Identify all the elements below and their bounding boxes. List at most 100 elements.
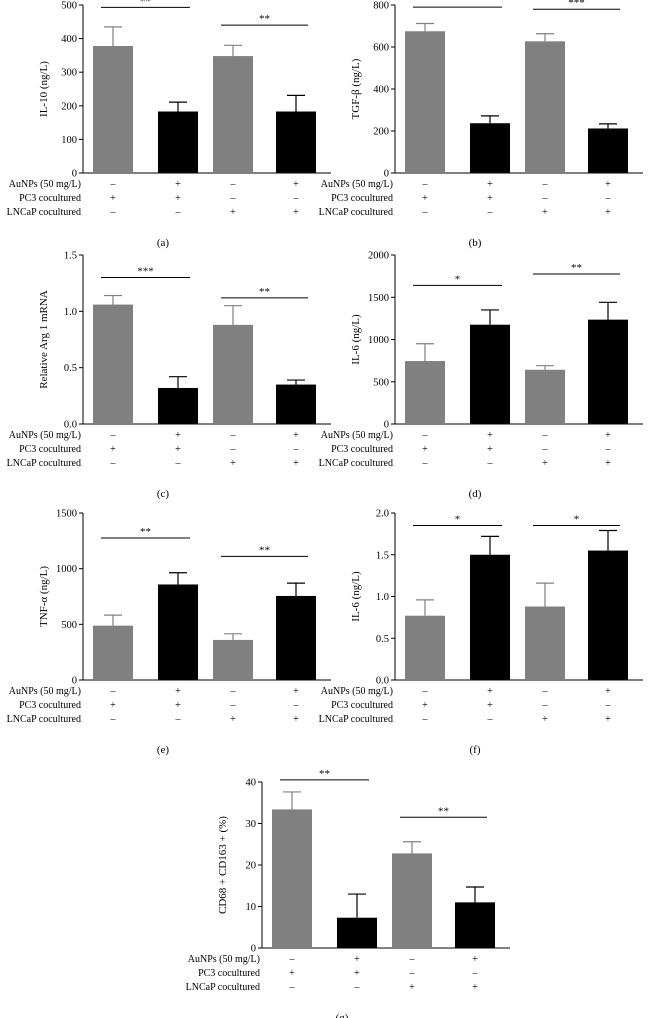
condition-row-label: PC3 cocultured [19, 193, 81, 204]
bar [213, 324, 253, 424]
condition-sign: + [110, 193, 116, 204]
condition-sign: – [230, 179, 237, 190]
condition-sign: + [422, 700, 428, 711]
bar [276, 384, 316, 424]
condition-sign: – [230, 700, 237, 711]
condition-sign: + [110, 444, 116, 455]
bar [93, 45, 133, 173]
condition-row-label: LNCaP cocultured [319, 714, 393, 725]
condition-sign: – [605, 700, 612, 711]
condition-sign: – [289, 982, 296, 993]
y-tick-label: 2.0 [376, 509, 389, 520]
condition-sign: – [422, 686, 429, 697]
y-tick-label: 40 [246, 778, 257, 789]
condition-sign: – [487, 714, 494, 725]
significance-stars: * [455, 514, 461, 526]
condition-row-label: LNCaP cocultured [7, 458, 81, 469]
y-axis-label: TNF-α (ng/L) [38, 566, 50, 627]
condition-sign: + [409, 982, 415, 993]
y-tick-label: 400 [61, 34, 77, 45]
condition-row-label: AuNPs (50 mg/L) [321, 430, 393, 441]
y-tick-label: 0.5 [64, 363, 77, 374]
condition-sign: + [487, 179, 493, 190]
condition-sign: – [289, 954, 296, 965]
y-tick-label: 30 [246, 819, 257, 830]
y-tick-label: 100 [61, 135, 77, 146]
bar [392, 853, 432, 948]
condition-sign: + [354, 954, 360, 965]
condition-sign: – [230, 193, 237, 204]
condition-sign: – [605, 444, 612, 455]
condition-row-label: PC3 cocultured [19, 700, 81, 711]
y-tick-label: 0.0 [64, 420, 77, 431]
bar [276, 111, 316, 173]
significance-stars: ** [259, 13, 270, 25]
condition-sign: – [472, 968, 479, 979]
condition-sign: – [422, 179, 429, 190]
y-tick-label: 10 [246, 902, 257, 913]
bar [588, 128, 628, 173]
bar [158, 387, 198, 424]
panel-label: (d) [469, 488, 482, 500]
y-tick-label: 0 [72, 676, 77, 687]
y-axis-label: IL-10 (ng/L) [38, 61, 50, 117]
condition-sign: + [605, 179, 611, 190]
bar [405, 31, 445, 173]
y-tick-label: 0 [384, 420, 389, 431]
condition-row-label: PC3 cocultured [198, 968, 260, 979]
y-tick-label: 0 [72, 169, 77, 180]
y-tick-label: 1.5 [64, 251, 77, 262]
significance-stars: ** [259, 286, 270, 298]
bar [470, 123, 510, 173]
condition-sign: + [605, 207, 611, 218]
condition-sign: – [110, 430, 117, 441]
condition-sign: + [487, 686, 493, 697]
y-tick-label: 500 [61, 620, 77, 631]
bar [525, 369, 565, 424]
condition-sign: + [293, 458, 299, 469]
bar [588, 550, 628, 680]
condition-sign: + [293, 686, 299, 697]
condition-sign: – [110, 686, 117, 697]
y-tick-label: 0.5 [376, 634, 389, 645]
condition-sign: – [293, 700, 300, 711]
y-tick-label: 500 [61, 1, 77, 12]
condition-sign: – [422, 458, 429, 469]
panel-label: (b) [469, 237, 482, 249]
condition-sign: – [175, 458, 182, 469]
panel-label: (g) [336, 1012, 349, 1018]
condition-sign: + [293, 179, 299, 190]
bar [272, 809, 312, 948]
condition-sign: – [422, 714, 429, 725]
condition-sign: + [542, 458, 548, 469]
bar [525, 606, 565, 680]
condition-sign: + [293, 207, 299, 218]
condition-row-label: PC3 cocultured [331, 444, 393, 455]
condition-sign: – [230, 430, 237, 441]
significance-stars: * [455, 273, 461, 285]
y-axis-label: TGF-β (ng/L) [350, 58, 362, 119]
bar [405, 615, 445, 680]
significance-stars: ** [259, 544, 270, 556]
condition-sign: – [293, 444, 300, 455]
condition-row-label: LNCaP cocultured [319, 207, 393, 218]
y-tick-label: 1500 [56, 509, 77, 520]
y-axis-label: CD68 + CD163 + (%) [217, 816, 229, 914]
condition-sign: – [354, 982, 361, 993]
condition-row-label: AuNPs (50 mg/L) [9, 179, 81, 190]
condition-row-label: AuNPs (50 mg/L) [321, 179, 393, 190]
y-axis-label: Relative Arg 1 mRNA [38, 290, 50, 389]
bar [470, 554, 510, 680]
condition-sign: + [230, 458, 236, 469]
condition-sign: + [175, 444, 181, 455]
condition-sign: – [542, 700, 549, 711]
significance-stars: *** [137, 266, 154, 278]
condition-sign: + [605, 714, 611, 725]
y-tick-label: 200 [61, 101, 77, 112]
significance-stars: * [574, 514, 580, 526]
y-tick-label: 1.0 [64, 307, 77, 318]
y-tick-label: 0 [251, 944, 256, 955]
significance-stars: ** [438, 805, 449, 817]
condition-sign: + [472, 982, 478, 993]
